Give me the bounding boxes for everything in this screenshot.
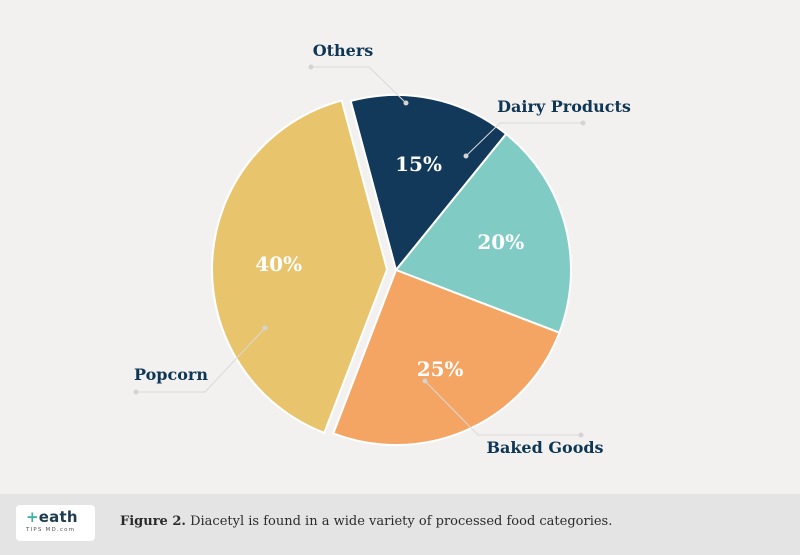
leader-dot-others-end: [308, 64, 314, 70]
figure-caption: Figure 2. Diacetyl is found in a wide va…: [120, 514, 612, 529]
leader-line-dairy-products: [465, 122, 583, 157]
pie-slice-popcorn: [211, 99, 389, 435]
leader-line-baked-goods: [424, 380, 581, 436]
leader-dot-dairy-products-start: [463, 153, 469, 159]
logo-wordmark: +eath: [26, 508, 78, 526]
leader-dot-others-start: [403, 100, 409, 106]
slice-percent-baked-goods: 25%: [417, 357, 464, 381]
leader-dot-baked-goods-end: [578, 432, 584, 438]
leader-lines: [133, 64, 586, 438]
leader-dot-baked-goods-start: [422, 378, 428, 384]
pie-slices: [211, 94, 572, 446]
logo: +eath TIPS MD.com: [16, 505, 95, 541]
pie-chart: 15% Others 20% Dairy Products 25% Baked Goods…: [133, 41, 631, 457]
leader-line-popcorn: [136, 327, 266, 393]
slice-percent-popcorn: 40%: [255, 252, 302, 276]
logo-subtext: TIPS MD.com: [26, 527, 76, 533]
slice-label-dairy-products: Dairy Products: [497, 97, 631, 116]
leader-line-others: [311, 66, 407, 104]
pie-slice-baked-goods: [331, 268, 561, 446]
pie-labels: 15% Others 20% Dairy Products 25% Baked Goods…: [134, 41, 631, 457]
slice-percent-others: 15%: [395, 152, 442, 176]
slice-percent-dairy-products: 20%: [477, 230, 524, 254]
slice-label-baked-goods: Baked Goods: [486, 438, 603, 457]
leader-dot-popcorn-end: [133, 389, 139, 395]
slice-label-others: Others: [313, 41, 374, 60]
slice-label-popcorn: Popcorn: [134, 365, 208, 384]
leader-dot-popcorn-start: [262, 325, 268, 331]
pie-slice-dairy-products: [394, 132, 572, 335]
caption-prefix: Figure 2.: [120, 514, 186, 529]
leader-dot-dairy-products-end: [580, 120, 586, 126]
caption-text: Diacetyl is found in a wide variety of p…: [190, 514, 613, 529]
logo-plus: +: [26, 508, 39, 526]
caption-bar: +eath TIPS MD.com Figure 2. Diacetyl is …: [0, 494, 800, 555]
logo-text: eath: [38, 508, 78, 526]
